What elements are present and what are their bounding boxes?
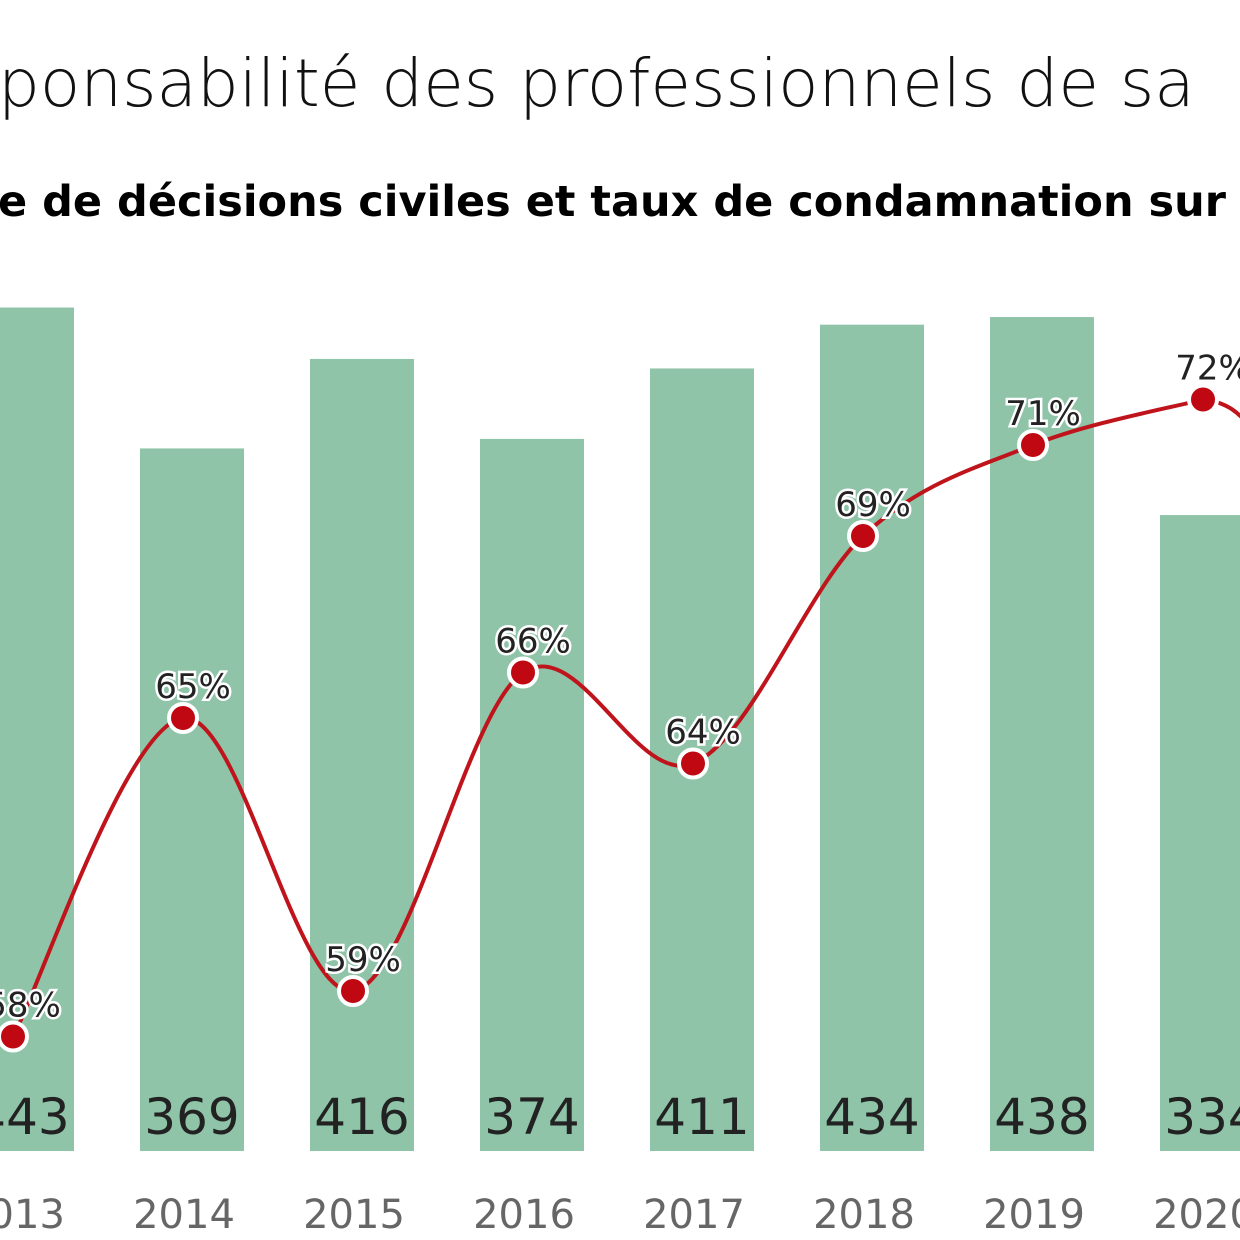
rate-point-2019 (1017, 429, 1049, 461)
bar-value-label: 411 (654, 1088, 749, 1146)
rate-value-label: 66% (495, 622, 571, 662)
rate-point-2016 (507, 656, 539, 689)
year-tick-label: 2016 (473, 1192, 575, 1238)
rate-point-2015 (337, 975, 369, 1007)
rate-line (0, 383, 1240, 1053)
chart-subtitle: e de décisions civiles et taux de condam… (0, 177, 1227, 227)
rate-value-label: 65% (155, 667, 231, 707)
rate-value-label: 69% (835, 485, 911, 525)
bar-2015 (310, 358, 414, 1151)
bar-value-label: 443 (0, 1088, 70, 1146)
bar-2020 (1160, 515, 1240, 1151)
year-tick-label: 2017 (643, 1192, 745, 1238)
bar-value-label: 334 (1164, 1088, 1240, 1146)
year-tick-label: 2014 (133, 1192, 235, 1238)
rate-value-label: 59% (325, 940, 401, 980)
year-tick-label: 2018 (813, 1192, 915, 1238)
bar-value-label: 369 (144, 1088, 239, 1146)
rate-value-label: 71% (1005, 394, 1081, 434)
bar-2016 (480, 438, 584, 1151)
bar-2013 (0, 307, 74, 1151)
bar-value-label: 434 (824, 1088, 919, 1146)
year-tick-label: 2015 (303, 1192, 405, 1238)
year-tick-label: 2019 (983, 1192, 1085, 1238)
year-tick-label: 2020 (1153, 1192, 1240, 1238)
labels: 443 2013 369 2014 416 2015 374 2016 411 2017 434 20… (0, 346, 1240, 1238)
chart-title: ponsabilité des professionnels de sa (0, 45, 1195, 122)
rate-value-label: 64% (665, 713, 741, 753)
bar-2014 (140, 448, 244, 1151)
rate-point-2013 (0, 1020, 29, 1053)
bar-value-label: 374 (484, 1088, 579, 1146)
bar-2018 (820, 324, 924, 1151)
rate-point-2014 (167, 702, 199, 734)
rate-point-2017 (677, 747, 709, 780)
rate-point-2018 (847, 520, 879, 552)
bar-value-label: 416 (314, 1088, 409, 1146)
year-tick-label: 2013 (0, 1192, 65, 1238)
rate-value-label: 58% (0, 986, 61, 1026)
rate-value-label: 72% (1175, 349, 1240, 389)
bar-value-label: 438 (994, 1088, 1089, 1146)
rate-point-2020 (1187, 383, 1219, 416)
